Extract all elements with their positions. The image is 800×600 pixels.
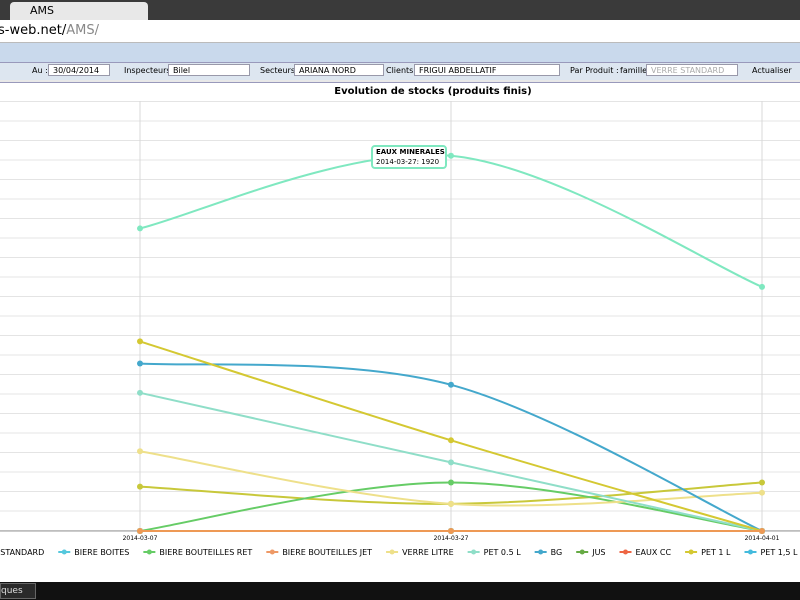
tooltip-text: 2014-03-27: 1920 xyxy=(376,158,439,166)
point xyxy=(448,381,454,388)
select[interactable]: ARIANA NORD xyxy=(294,64,384,76)
legend-marker xyxy=(579,549,585,555)
point xyxy=(448,437,454,444)
button[interactable]: Actualiser xyxy=(752,66,792,75)
point xyxy=(137,448,143,455)
browser-tab[interactable]: AMS xyxy=(10,2,148,20)
point xyxy=(137,483,143,490)
legend-label: BIERE BOUTEILLES JET xyxy=(282,548,372,557)
legend-label: VERRE LITRE xyxy=(402,548,454,557)
label: Clients : xyxy=(386,66,419,75)
tooltip-title: EAUX MINERALES xyxy=(376,148,445,156)
label: Secteurs : xyxy=(260,66,301,75)
legend-label: EAUX CC xyxy=(636,548,672,557)
taskbar-item[interactable]: ques xyxy=(0,583,36,599)
legend-marker xyxy=(538,549,544,555)
point xyxy=(448,459,454,466)
app-toolbar xyxy=(0,43,800,63)
label: Au : xyxy=(32,66,48,75)
point xyxy=(448,479,454,486)
legend-label: BG xyxy=(551,548,563,557)
legend-label: BIERE BOITES xyxy=(74,548,129,557)
label: Inspecteurs : xyxy=(124,66,176,75)
legend-label: PET 0.5 L xyxy=(484,548,522,557)
point xyxy=(759,528,765,534)
legend-label: VERRE STANDARD xyxy=(0,548,44,557)
legend-marker xyxy=(747,549,753,555)
legend-marker xyxy=(389,549,395,555)
legend-marker xyxy=(623,549,628,555)
legend-label: JUS xyxy=(591,548,605,557)
x-tick-label: 2014-04-01 xyxy=(745,535,780,542)
chart: Evolution de stocks (produits finis) 201… xyxy=(0,86,800,557)
url-path: AMS/ xyxy=(66,23,99,38)
chart-panel: Evolution de stocks (produits finis) 201… xyxy=(0,82,800,583)
address-bar[interactable]: s-web.net/AMS/ xyxy=(0,20,800,43)
label: Par Produit : xyxy=(570,66,619,75)
select[interactable]: FRIGUI ABDELLATIF xyxy=(414,64,560,76)
legend-label: PET 1 L xyxy=(701,548,731,557)
legend-marker xyxy=(688,549,694,555)
point xyxy=(137,338,143,345)
point xyxy=(448,152,454,159)
select[interactable]: VERRE STANDARD xyxy=(646,64,738,76)
point xyxy=(137,225,143,232)
taskbar xyxy=(0,582,800,600)
x-tick-label: 2014-03-07 xyxy=(123,535,158,542)
point xyxy=(448,528,454,534)
browser-tabbar xyxy=(0,0,800,20)
legend-marker xyxy=(146,549,152,555)
filter-bar: Au : 30/04/2014 Inspecteurs : Bilel Sect… xyxy=(0,63,800,80)
label: famille : xyxy=(620,66,653,75)
legend-marker xyxy=(61,549,67,555)
point xyxy=(759,479,765,486)
point xyxy=(137,389,143,396)
tooltip-box xyxy=(371,145,447,169)
point xyxy=(137,528,143,534)
x-tick-label: 2014-03-27 xyxy=(434,535,469,542)
legend-marker xyxy=(269,549,275,555)
point xyxy=(759,283,765,290)
point xyxy=(137,360,143,367)
chart-title: Evolution de stocks (produits finis) xyxy=(334,86,531,97)
legend-marker xyxy=(471,549,477,555)
point xyxy=(448,500,454,507)
point xyxy=(759,489,765,496)
plot-background xyxy=(0,101,800,531)
select[interactable]: Bilel xyxy=(168,64,250,76)
date-input[interactable]: 30/04/2014 xyxy=(48,64,110,76)
url-host: s-web.net/ xyxy=(0,23,67,38)
legend-label: PET 1,5 L xyxy=(760,548,798,557)
tooltip: EAUX MINERALES 2014-03-27: 1920 xyxy=(371,145,447,169)
legend-label: BIERE BOUTEILLES RET xyxy=(159,548,252,557)
